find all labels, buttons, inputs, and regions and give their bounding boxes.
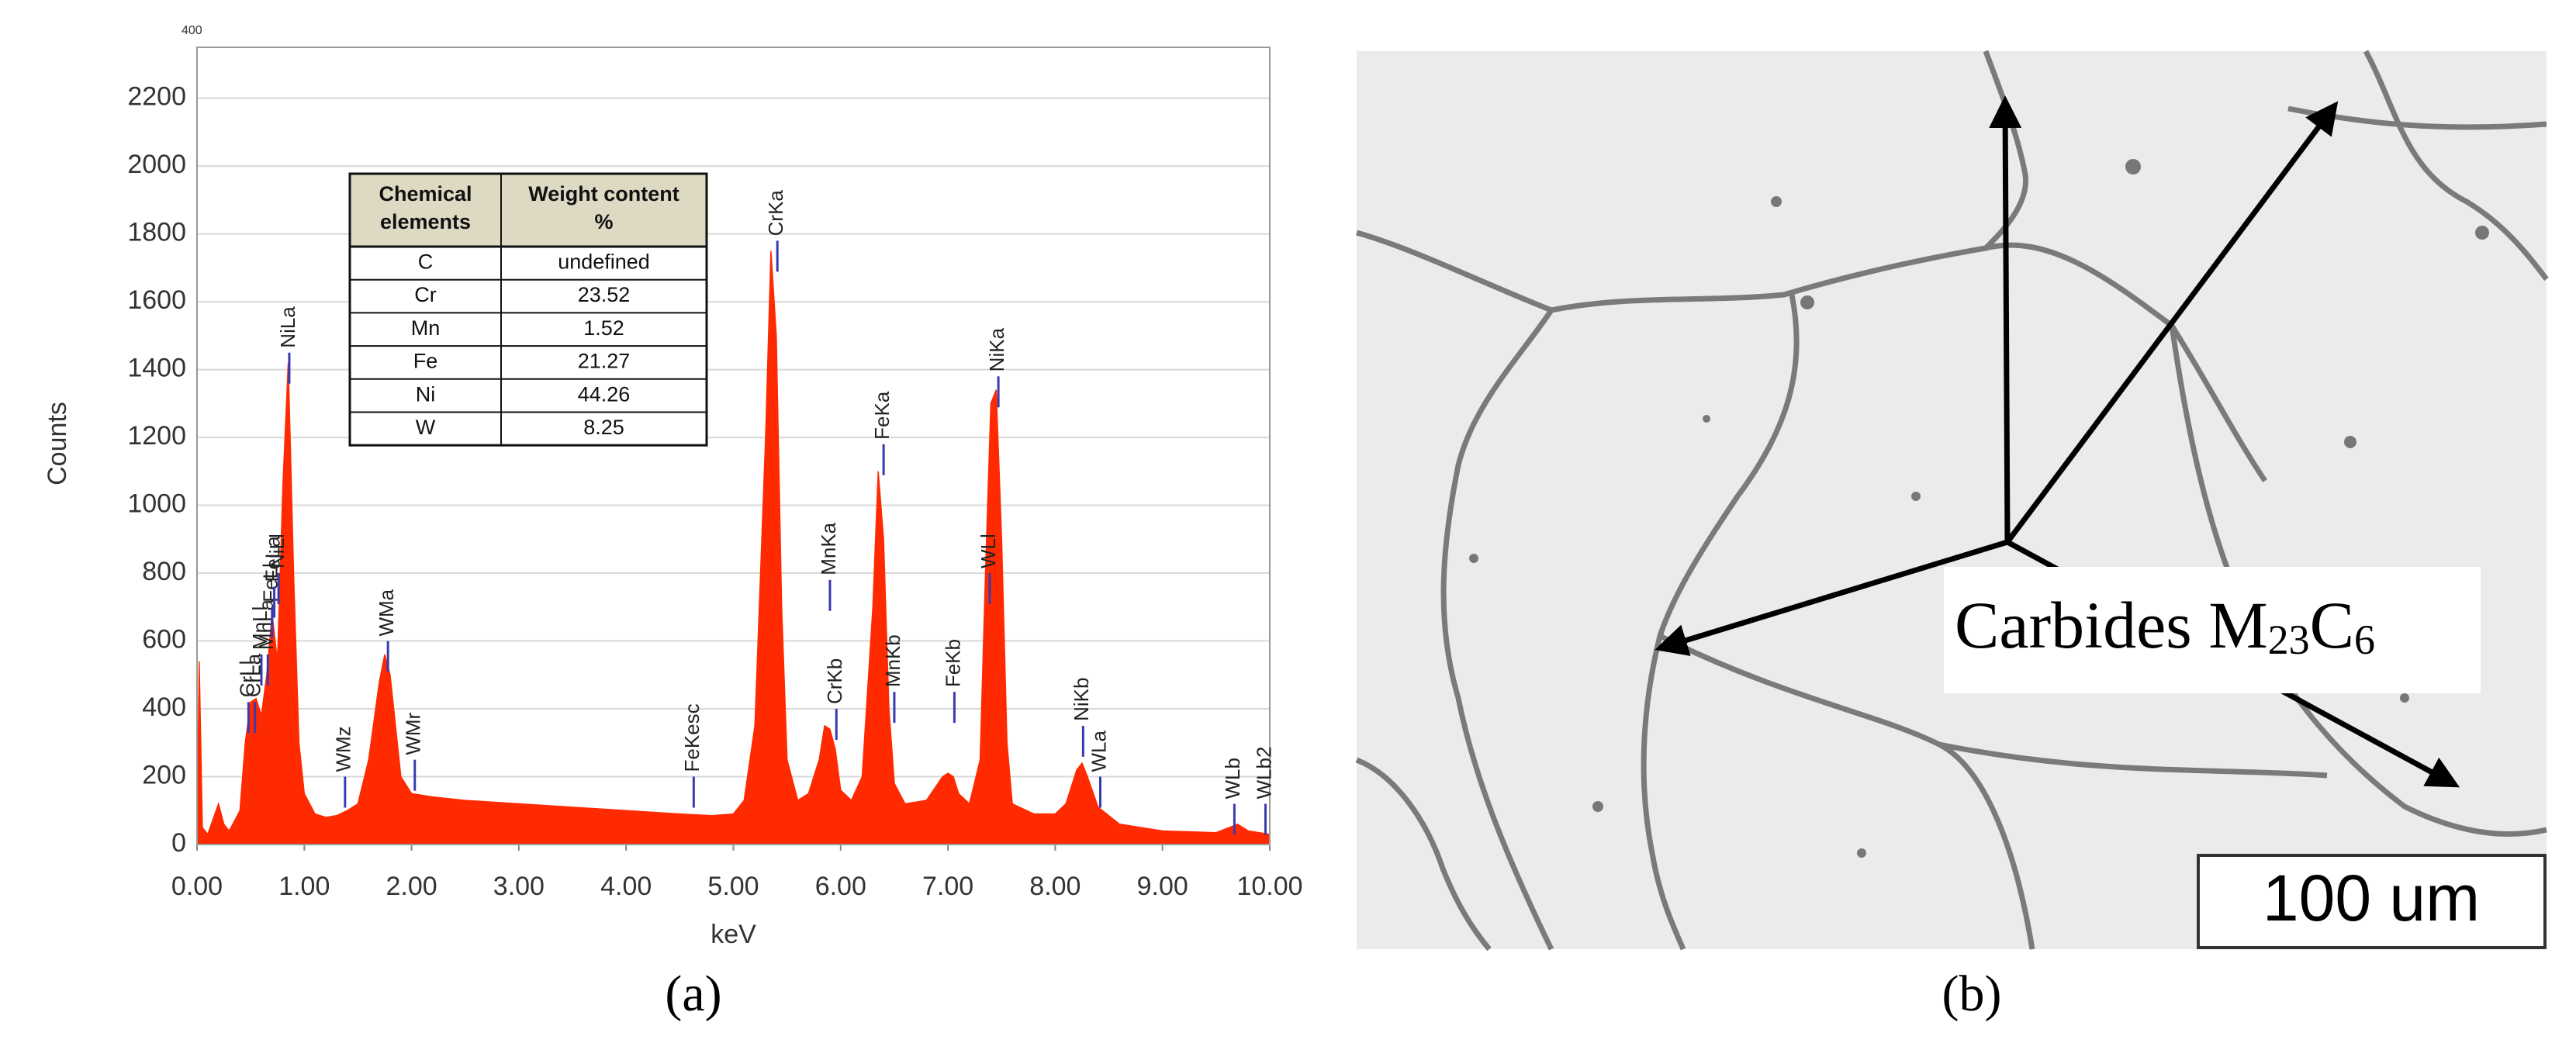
table-cell: Ni xyxy=(416,382,436,406)
annotation-box xyxy=(1944,567,2481,693)
table-cell: Mn xyxy=(411,316,441,340)
table-cell: Cr xyxy=(414,283,437,306)
element-table: Chemical elements Weight content% C undefine… xyxy=(348,172,708,447)
table-cell: 21.27 xyxy=(578,350,631,373)
peak-label: MnKb xyxy=(881,634,904,687)
peak-label: WMr xyxy=(402,712,425,755)
y-tick-label: 600 xyxy=(142,625,186,655)
x-tick-label: 10.00 xyxy=(1236,872,1302,901)
peak-label: FeKa xyxy=(870,391,894,440)
spectrum-chart: 0 200 400 600 800 1000 1200 1400 1600 1800 2000 220… xyxy=(43,24,1303,949)
scale-bar-box xyxy=(2197,854,2547,949)
annotation-text: Carbides M xyxy=(1955,588,2268,662)
y-tick-label: 2000 xyxy=(127,150,186,179)
x-tick-label: 5.00 xyxy=(707,872,759,901)
peak-label: FeLa xyxy=(261,536,284,582)
plot-frame xyxy=(196,47,1271,845)
y-tick-label: 1800 xyxy=(127,218,186,247)
peak-label: WLl xyxy=(977,534,1000,568)
peak-label: MnKa xyxy=(817,522,840,575)
x-tick-label: 9.00 xyxy=(1137,872,1188,901)
x-tick-label: 1.00 xyxy=(278,872,330,901)
table-cell: undefined xyxy=(558,250,650,273)
panel-label: (a) xyxy=(665,965,721,1022)
x-tick-label: 6.00 xyxy=(815,872,866,901)
panel-label: (b) xyxy=(1942,965,2002,1022)
y-tick-label: 1600 xyxy=(127,285,186,315)
peak-label: FeKesc xyxy=(680,703,704,772)
corner-label: 400 xyxy=(182,24,202,37)
micrograph-annotation: Carbides M23C6 xyxy=(1955,588,2375,664)
table-cell: Fe xyxy=(413,350,438,373)
spectrum-area xyxy=(196,250,1271,845)
peak-label: CrKa xyxy=(764,190,787,237)
peak-label: WLa xyxy=(1087,731,1110,772)
table-header: Chemical xyxy=(379,182,472,206)
y-tick-label: 800 xyxy=(142,557,186,586)
peak-label: FeKb xyxy=(941,639,964,687)
table-cell: 1.52 xyxy=(583,316,624,340)
peak-label: WLb xyxy=(1221,758,1244,799)
annotation-text: C xyxy=(2310,588,2354,662)
peak-label: NiKb xyxy=(1070,678,1093,721)
y-tick-label: 400 xyxy=(142,693,186,722)
table-header: % xyxy=(594,210,613,233)
peak-label: MnLl xyxy=(248,606,271,650)
scale-bar-label: 100 um xyxy=(2263,862,2480,934)
y-tick-label: 0 xyxy=(171,828,186,858)
y-tick-label: 1400 xyxy=(127,354,186,383)
peak-label: WLb2 xyxy=(1252,747,1275,800)
annotation-subscript: 6 xyxy=(2354,617,2375,663)
table-cell: 23.52 xyxy=(578,283,631,306)
peak-label: CrLl xyxy=(235,661,258,698)
y-tick-label: 1200 xyxy=(127,421,186,451)
peak-label: NiLl xyxy=(265,534,289,568)
x-tick-label: 8.00 xyxy=(1029,872,1081,901)
x-tick-label: 7.00 xyxy=(922,872,973,901)
micrograph-background xyxy=(1357,51,2547,949)
table-cell: 8.25 xyxy=(583,416,624,439)
table-cell: W xyxy=(416,416,436,439)
annotation-subscript: 23 xyxy=(2268,617,2310,663)
y-tick-label: 200 xyxy=(142,760,186,789)
x-tick-label: 3.00 xyxy=(493,872,545,901)
peak-label: NiKa xyxy=(985,327,1008,371)
table-cell: C xyxy=(418,250,434,273)
table-header: Weight content xyxy=(528,182,679,206)
peak-label: WMz xyxy=(332,726,355,772)
x-axis-title: keV xyxy=(711,920,756,949)
peak-label: CrKb xyxy=(823,658,846,704)
y-tick-label: 1000 xyxy=(127,489,186,519)
x-tick-label: 2.00 xyxy=(386,872,437,901)
peak-label: NiLa xyxy=(276,306,299,348)
x-tick-label: 4.00 xyxy=(600,872,652,901)
table-header-bg xyxy=(348,172,708,248)
table-cell: 44.26 xyxy=(578,382,631,406)
x-tick-label: 0.00 xyxy=(171,872,223,901)
y-axis-title: Counts xyxy=(43,402,72,485)
y-tick-label: 2200 xyxy=(127,82,186,112)
micrograph: Carbides M23C6 100 um xyxy=(1355,50,2549,952)
peak-label: WMa xyxy=(375,589,398,636)
table-header: elements xyxy=(380,210,471,233)
